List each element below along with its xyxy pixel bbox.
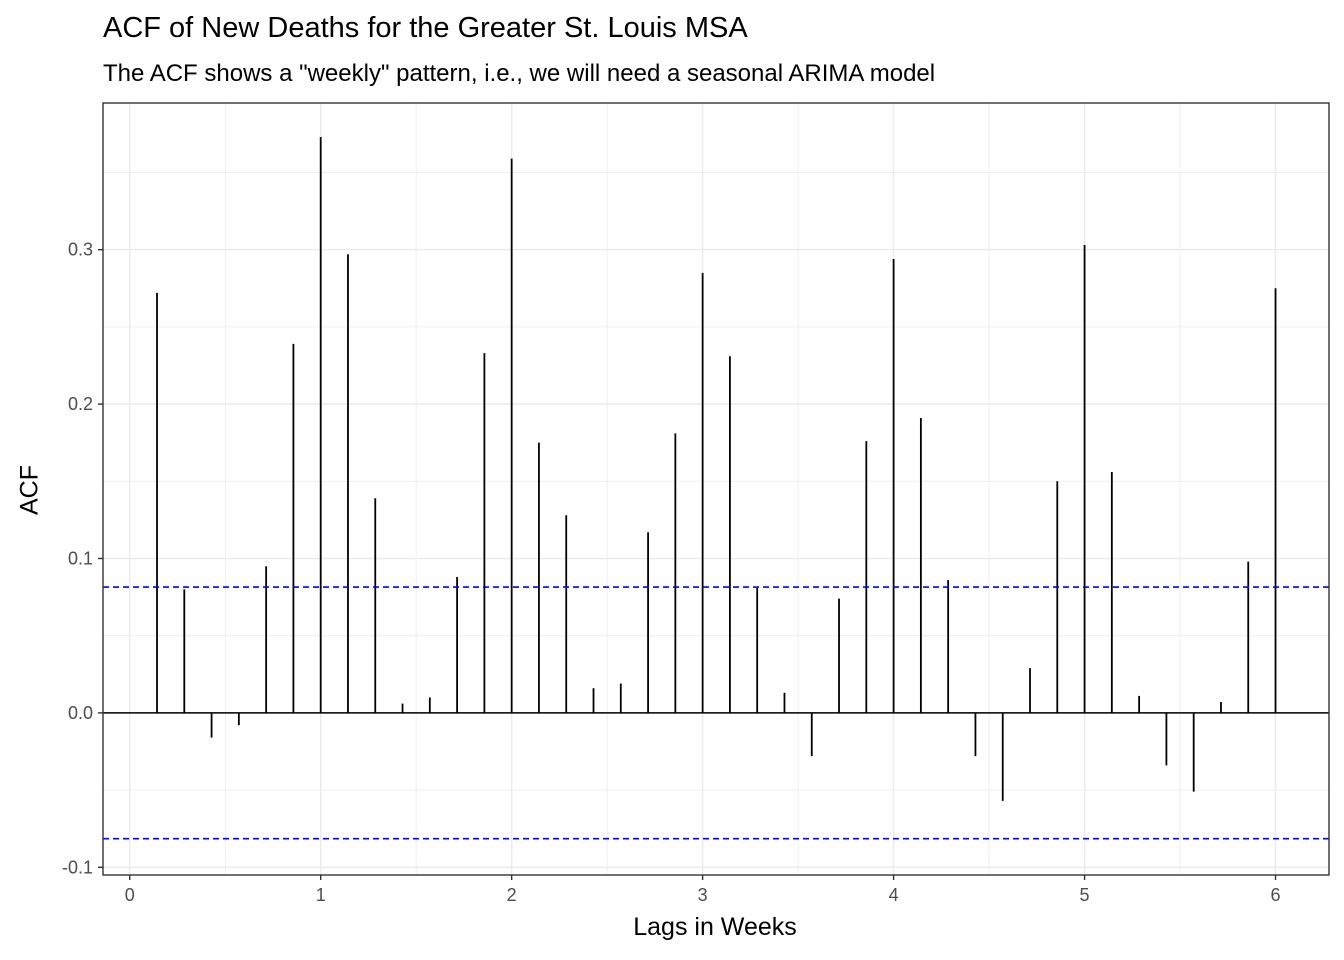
y-tick-label: 0.2 xyxy=(68,394,93,414)
x-tick-label: 3 xyxy=(698,885,708,905)
axis-ticks: 0 1 2 3 4 5 6 -0.1 0.0 0.1 0.2 0.3 xyxy=(62,240,1281,905)
x-tick-label: 0 xyxy=(125,885,135,905)
y-tick-label: 0.0 xyxy=(68,703,93,723)
major-gridlines xyxy=(103,103,1329,875)
y-tick-label: 0.3 xyxy=(68,240,93,260)
chart-title: ACF of New Deaths for the Greater St. Lo… xyxy=(103,12,748,44)
panel-border xyxy=(102,102,1330,876)
x-tick-label: 4 xyxy=(889,885,899,905)
y-tick-label: 0.1 xyxy=(68,548,93,568)
x-tick-label: 6 xyxy=(1271,885,1281,905)
x-tick-label: 2 xyxy=(507,885,517,905)
y-tick-label: -0.1 xyxy=(62,857,93,877)
x-tick-label: 5 xyxy=(1080,885,1090,905)
confidence-bands xyxy=(103,586,1329,840)
x-tick-label: 1 xyxy=(316,885,326,905)
x-axis-label: Lags in Weeks xyxy=(633,913,797,941)
chart-subtitle: The ACF shows a "weekly" pattern, i.e., … xyxy=(103,60,936,87)
minor-gridlines xyxy=(103,103,1329,875)
acf-bars xyxy=(103,136,1329,801)
